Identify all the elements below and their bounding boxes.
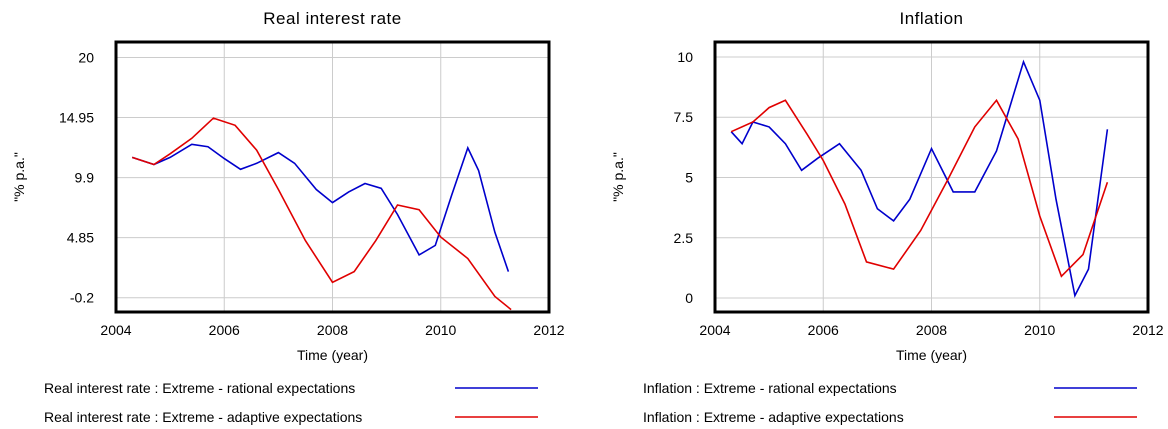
chart-title: Real interest rate: [263, 9, 401, 28]
legend-label: Real interest rate : Extreme - adaptive …: [44, 409, 362, 425]
plot-frame: [114, 40, 551, 314]
series-line: [730, 98, 1109, 278]
legend-label: Real interest rate : Extreme - rational …: [44, 380, 355, 396]
x-tick-label: 2010: [1024, 322, 1055, 338]
y-tick-label: 4.85: [67, 230, 94, 246]
plot-frame: [713, 40, 1150, 314]
series-line: [131, 143, 510, 272]
series-line: [730, 59, 1109, 299]
x-tick-label: 2008: [916, 322, 947, 338]
y-tick-label: 0: [685, 290, 693, 306]
y-tick-label: 10: [677, 49, 693, 65]
y-tick-label: 5: [685, 169, 693, 185]
y-tick-label: 14.95: [59, 110, 94, 126]
legend-label: Inflation : Extreme - rational expectati…: [643, 380, 897, 396]
x-tick-label: 2004: [699, 322, 730, 338]
x-tick-label: 2006: [209, 322, 240, 338]
x-tick-label: 2012: [533, 322, 564, 338]
y-tick-label: 20: [78, 49, 94, 65]
y-tick-label: -0.2: [70, 290, 94, 306]
y-tick-label: 2.5: [674, 230, 694, 246]
chart: Real interest rate 2004 2006 2008 2010 2012 20…: [11, 9, 565, 425]
y-tick-label: 7.5: [674, 109, 694, 125]
x-axis-label: Time (year): [297, 347, 368, 363]
x-axis-label: Time (year): [896, 347, 967, 363]
y-tick-label: 9.9: [75, 170, 95, 186]
chart-title: Inflation: [899, 9, 963, 28]
legend-label: Inflation : Extreme - adaptive expectati…: [643, 409, 904, 425]
x-tick-label: 2006: [808, 322, 839, 338]
x-tick-label: 2004: [100, 322, 131, 338]
x-tick-label: 2012: [1132, 322, 1163, 338]
chart: Inflation 2004 2006 2008 2010 2012 10 7.5 5 2.5 0 T…: [610, 9, 1164, 425]
y-axis-label: "% p.a.": [11, 152, 27, 202]
y-axis-label: "% p.a.": [610, 152, 626, 202]
x-tick-label: 2010: [425, 322, 456, 338]
series-line: [131, 117, 512, 311]
x-tick-label: 2008: [317, 322, 348, 338]
